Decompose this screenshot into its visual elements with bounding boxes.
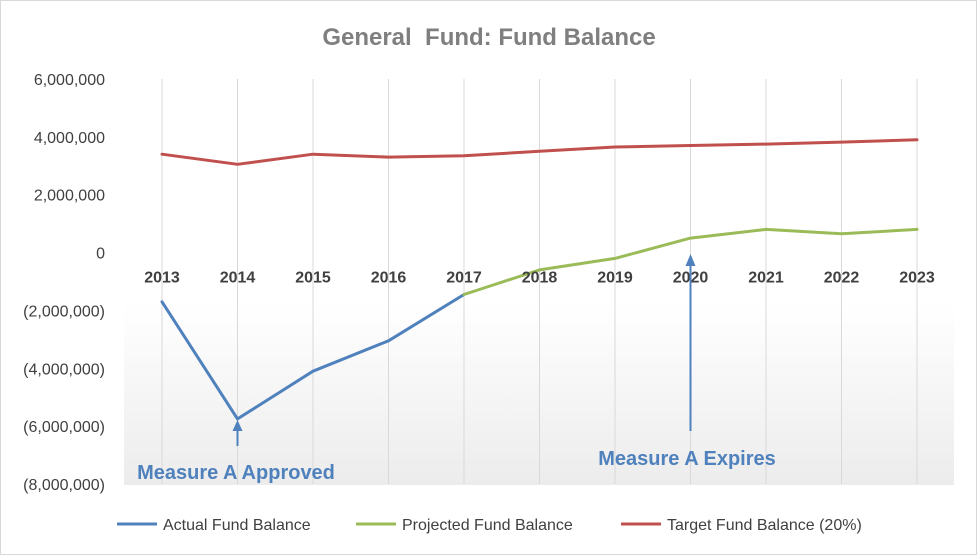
annotation-label: Measure A Approved: [137, 462, 335, 484]
x-tick-label: 2021: [748, 270, 784, 287]
x-tick-label: 2013: [144, 270, 180, 287]
arrow-head-icon: [685, 254, 696, 266]
legend-label: Projected Fund Balance: [402, 517, 573, 534]
y-tick-label: (4,000,000): [23, 361, 105, 378]
x-tick-label: 2023: [899, 270, 935, 287]
legend-label: Actual Fund Balance: [163, 517, 311, 534]
y-tick-label: 4,000,000: [34, 130, 105, 147]
x-tick-label: 2015: [295, 270, 331, 287]
x-tick-label: 2022: [824, 270, 860, 287]
series-lines: [160, 138, 919, 421]
y-tick-label: 2,000,000: [34, 188, 105, 205]
legend-label: Target Fund Balance (20%): [667, 517, 862, 534]
x-tick-label: 2019: [597, 270, 633, 287]
y-tick-label: (2,000,000): [23, 303, 105, 320]
annotations: Measure A Approved Measure A Expires: [137, 254, 776, 484]
y-tick-label: 0: [96, 246, 105, 263]
x-tick-label: 2017: [446, 270, 482, 287]
y-axis-ticks: 6,000,000 4,000,000 2,000,000 0 (2,000,000) (…: [23, 72, 105, 494]
arrow-head-icon: [232, 420, 243, 431]
annotation-label: Measure A Expires: [598, 448, 776, 470]
y-tick-label: 6,000,000: [34, 72, 105, 89]
x-tick-label: 2018: [522, 270, 558, 287]
x-axis-ticks: 2013 2014 2015 2016 2017 2018 2019 2020 2021 2022…: [144, 270, 935, 287]
series-line-2: [160, 138, 919, 166]
y-tick-label: (6,000,000): [23, 419, 105, 436]
series-line-0: [160, 293, 466, 421]
y-tick-label: (8,000,000): [23, 477, 105, 494]
legend: Actual Fund Balance Projected Fund Balanc…: [117, 517, 862, 534]
x-tick-label: 2016: [371, 270, 407, 287]
x-tick-label: 2014: [220, 270, 256, 287]
chart-title: General Fund: Fund Balance: [322, 24, 655, 51]
